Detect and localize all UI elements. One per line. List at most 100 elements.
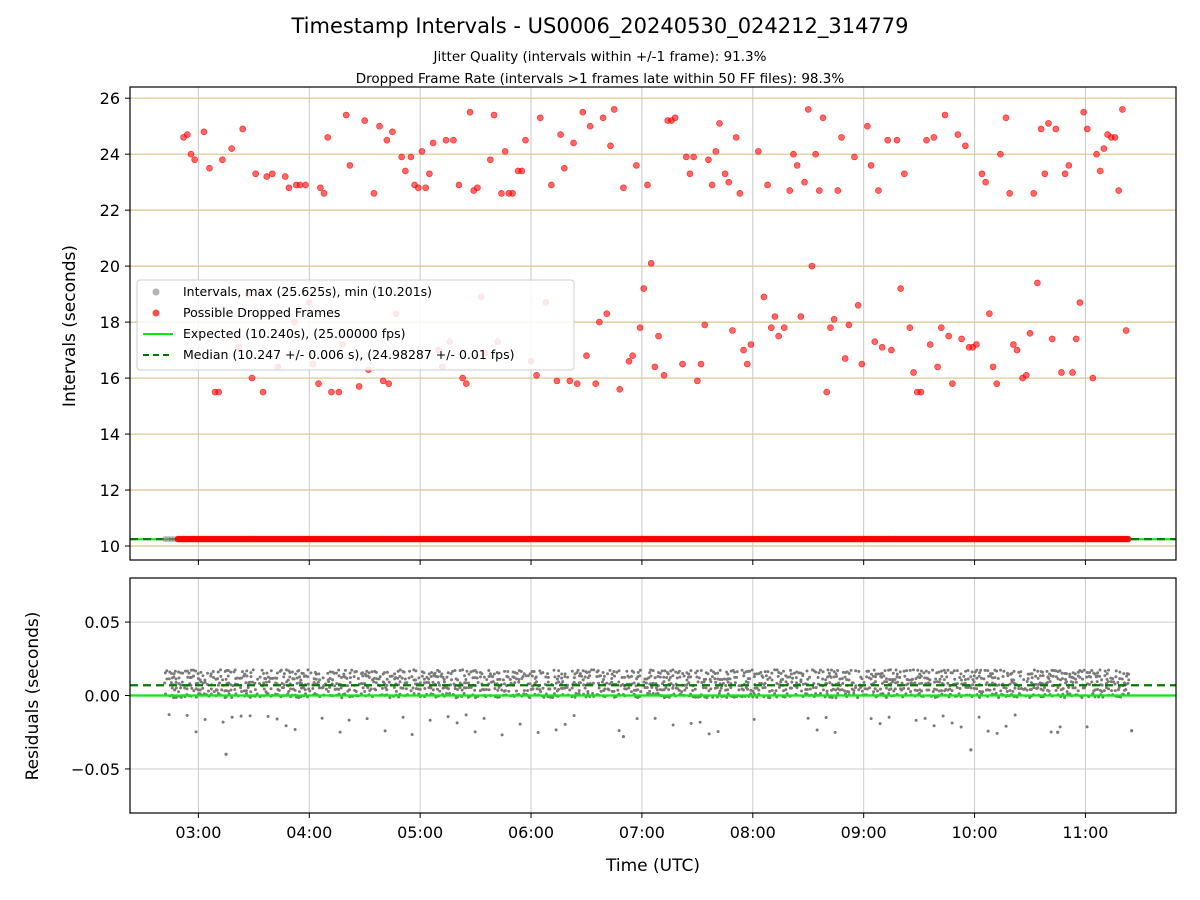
residual-point bbox=[1058, 669, 1062, 673]
dropped-frame-point bbox=[599, 114, 607, 122]
residual-point bbox=[792, 671, 796, 675]
residual-point bbox=[927, 688, 931, 692]
residual-point bbox=[382, 671, 386, 675]
residual-point bbox=[576, 668, 580, 672]
residual-point bbox=[782, 669, 786, 673]
residual-point bbox=[503, 669, 507, 673]
residual-point bbox=[795, 686, 799, 690]
dropped-frame-point bbox=[962, 142, 969, 150]
top-y-tick-label-8: 26 bbox=[100, 89, 120, 108]
residual-point bbox=[326, 690, 330, 694]
residual-point bbox=[710, 675, 714, 679]
residual-point bbox=[678, 675, 682, 679]
residual-point bbox=[1025, 680, 1029, 684]
bottom-axes-frame bbox=[129, 577, 1177, 814]
residual-point bbox=[422, 671, 426, 675]
residual-point bbox=[713, 677, 717, 681]
residual-point bbox=[610, 672, 614, 676]
bottom-y-tick-label-2: 0.05 bbox=[84, 613, 120, 632]
residual-point bbox=[220, 688, 224, 692]
residual-point bbox=[920, 681, 924, 685]
residual-point bbox=[240, 690, 244, 694]
residual-point bbox=[799, 680, 803, 684]
residual-point bbox=[891, 680, 895, 684]
residual-point bbox=[500, 688, 504, 692]
residual-point bbox=[1124, 688, 1128, 692]
legend-label-1: Possible Dropped Frames bbox=[183, 305, 340, 320]
dropped-frame-point bbox=[596, 318, 603, 326]
residual-point bbox=[638, 674, 642, 678]
dropped-frame-point bbox=[775, 332, 782, 340]
residual-outlier-point bbox=[1130, 729, 1134, 733]
x-tick-label-6: 09:00 bbox=[841, 823, 887, 842]
dropped-frame-point bbox=[954, 131, 962, 138]
x-axis-label: Time (UTC) bbox=[605, 856, 700, 876]
residual-point bbox=[427, 681, 431, 685]
residual-point bbox=[840, 677, 844, 681]
residual-point bbox=[863, 687, 867, 691]
bottom-panel: 03:00 04:00 05:00 06:00 07:00 08:00 09:00 10:00… bbox=[71, 577, 1177, 842]
residual-point bbox=[196, 672, 200, 676]
residual-point bbox=[782, 689, 786, 693]
residual-point bbox=[603, 687, 607, 691]
residual-point bbox=[437, 681, 441, 685]
residual-point bbox=[1102, 689, 1106, 693]
residual-point bbox=[811, 686, 815, 690]
residual-point bbox=[761, 675, 765, 679]
residual-point bbox=[345, 676, 349, 680]
residual-point bbox=[440, 672, 444, 676]
residual-point bbox=[687, 681, 691, 685]
dropped-frame-point bbox=[760, 293, 768, 301]
residual-point bbox=[895, 672, 899, 676]
dropped-frame-point bbox=[923, 136, 930, 144]
residual-point bbox=[648, 689, 652, 693]
residual-point bbox=[623, 675, 627, 679]
top-axes-frame bbox=[129, 86, 1177, 561]
dropped-frame-point bbox=[1061, 170, 1069, 178]
residual-point bbox=[405, 681, 409, 685]
dropped-frame-point bbox=[640, 285, 648, 292]
residual-point bbox=[475, 676, 479, 680]
dropped-frame-point bbox=[487, 156, 494, 164]
residual-point bbox=[995, 669, 999, 673]
residual-point bbox=[244, 681, 248, 685]
residual-point bbox=[972, 680, 976, 684]
residual-point bbox=[638, 668, 642, 672]
residual-point bbox=[907, 678, 911, 682]
residual-point bbox=[265, 671, 269, 675]
residual-point bbox=[914, 718, 918, 722]
dropped-frame-point bbox=[566, 377, 574, 385]
residual-point bbox=[367, 671, 371, 675]
residual-point bbox=[875, 689, 879, 693]
residual-point bbox=[835, 675, 839, 679]
residual-point bbox=[229, 670, 233, 674]
residual-point bbox=[485, 678, 489, 682]
dropped-frame-point bbox=[705, 156, 712, 164]
residual-point bbox=[608, 682, 612, 686]
residual-point bbox=[824, 678, 828, 682]
residual-point bbox=[981, 690, 985, 694]
dropped-frame-point bbox=[570, 139, 577, 147]
residual-point bbox=[365, 717, 369, 721]
residual-point bbox=[209, 674, 213, 678]
residual-point bbox=[229, 688, 233, 692]
residual-point bbox=[847, 690, 851, 694]
residual-point bbox=[958, 676, 962, 680]
dropped-frame-point bbox=[838, 134, 845, 141]
residual-point bbox=[945, 675, 949, 679]
residual-point bbox=[923, 716, 927, 720]
residual-point bbox=[873, 687, 877, 691]
residual-point bbox=[199, 670, 203, 674]
residual-point bbox=[996, 677, 1000, 681]
residual-point bbox=[832, 670, 836, 674]
residual-point bbox=[774, 689, 778, 693]
residual-point bbox=[403, 677, 407, 681]
residual-point bbox=[385, 670, 389, 674]
residual-point bbox=[763, 686, 767, 690]
dropped-frame-point bbox=[671, 114, 679, 122]
residual-point bbox=[282, 672, 286, 676]
residual-point bbox=[478, 675, 482, 679]
residual-point bbox=[407, 676, 411, 680]
residual-point bbox=[512, 675, 516, 679]
residual-point bbox=[1110, 689, 1114, 693]
